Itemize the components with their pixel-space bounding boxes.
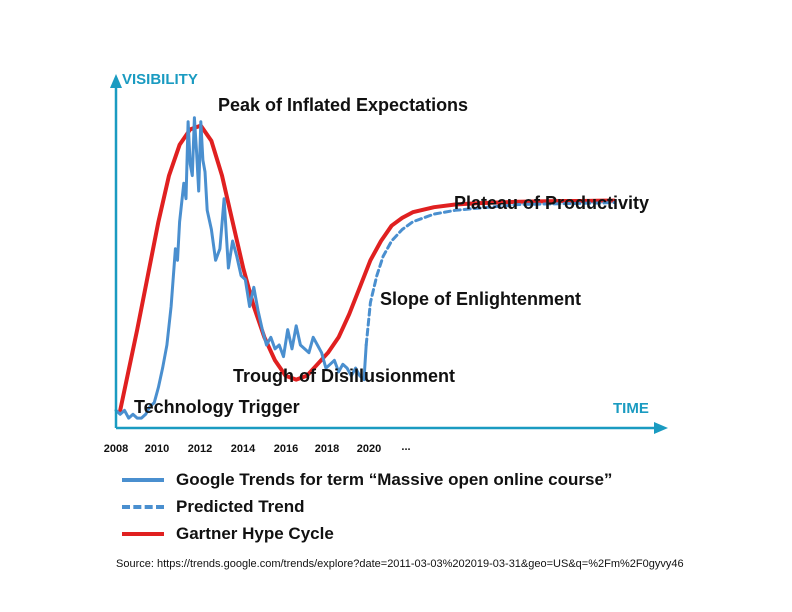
phase-label-plateau: Plateau of Productivity <box>454 193 649 213</box>
phase-label-slope: Slope of Enlightenment <box>380 289 581 309</box>
series-predicted-trend <box>364 201 616 347</box>
x-tick-label: 2008 <box>104 443 128 455</box>
y-axis-arrowhead <box>110 74 122 88</box>
x-tick-label: ... <box>401 441 410 453</box>
legend-label: Google Trends for term “Massive open onl… <box>176 469 613 489</box>
legend-swatch-predicted <box>122 504 164 509</box>
legend-swatch-gartner <box>122 531 164 536</box>
hype-cycle-chart: VISIBILITY TIME 2008 2010 2012 2014 2016… <box>104 71 668 455</box>
legend: Google Trends for term “Massive open onl… <box>122 466 612 547</box>
x-axis-arrowhead <box>654 422 668 434</box>
x-tick-label: 2016 <box>274 443 298 455</box>
x-tick-label: 2018 <box>315 443 339 455</box>
phase-label-trough: Trough of Disillusionment <box>233 366 455 386</box>
legend-item: Google Trends for term “Massive open onl… <box>122 466 612 493</box>
x-axis-title: TIME <box>613 400 649 417</box>
legend-item: Gartner Hype Cycle <box>122 520 612 547</box>
phase-label-peak: Peak of Inflated Expectations <box>218 95 468 115</box>
x-tick-label: 2012 <box>188 443 212 455</box>
x-tick-label: 2020 <box>357 443 381 455</box>
x-tick-label: 2014 <box>231 443 256 455</box>
legend-label: Predicted Trend <box>176 496 305 516</box>
series-google-trends <box>114 116 368 420</box>
x-tick-label: 2010 <box>145 443 169 455</box>
plot-lines <box>114 116 617 420</box>
phase-label-trigger: Technology Trigger <box>134 397 300 417</box>
legend-label: Gartner Hype Cycle <box>176 523 334 543</box>
legend-item: Predicted Trend <box>122 493 612 520</box>
source-note: Source: https://trends.google.com/trends… <box>116 558 684 570</box>
legend-swatch-trends <box>122 477 164 482</box>
y-axis-title: VISIBILITY <box>122 71 198 88</box>
